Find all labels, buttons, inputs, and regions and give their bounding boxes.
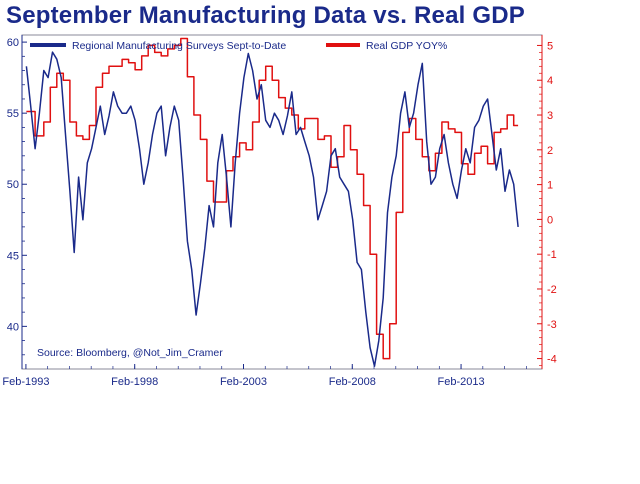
right-tick-label: 5	[547, 40, 553, 52]
gdp-line	[26, 37, 519, 360]
right-tick-label: -1	[547, 249, 557, 261]
source-note: Source: Bloomberg, @Not_Jim_Cramer	[37, 347, 223, 359]
right-tick-label: 0	[547, 214, 553, 226]
x-tick-label: Feb-1998	[111, 376, 158, 388]
x-tick-label: Feb-2003	[220, 376, 267, 388]
right-tick-label: 3	[547, 110, 553, 122]
left-tick-label: 55	[7, 108, 19, 120]
x-tick-label: Feb-2013	[438, 376, 485, 388]
left-tick-label: 40	[7, 321, 19, 333]
x-tick-label: Feb-2008	[329, 376, 376, 388]
legend: Regional Manufacturing Surveys Sept-to-D…	[30, 40, 447, 52]
left-tick-label: 60	[7, 37, 19, 49]
chart-title: September Manufacturing Data vs. Real GD…	[6, 2, 525, 29]
manufacturing-line	[25, 51, 519, 367]
right-axis: -4 -3 -2 -1 0 1 2 3 4 5	[537, 35, 557, 369]
x-tick-label: Feb-1993	[2, 376, 49, 388]
series-layer	[25, 37, 519, 367]
plot-frame	[21, 34, 543, 370]
left-tick-label: 45	[7, 250, 19, 262]
right-tick-label: 1	[547, 180, 553, 192]
legend-label-gdp: Real GDP YOY%	[366, 40, 447, 52]
left-tick-label: 50	[7, 179, 19, 191]
right-tick-label: 2	[547, 145, 553, 157]
x-axis: Feb-1993 Feb-1998 Feb-2003 Feb-2008 Feb-2013	[2, 364, 527, 388]
left-axis: 40 45 50 55 60	[7, 35, 27, 369]
legend-label-manufacturing: Regional Manufacturing Surveys Sept-to-D…	[72, 40, 286, 52]
right-tick-label: -4	[547, 354, 557, 366]
right-tick-label: -3	[547, 319, 557, 331]
right-tick-label: -2	[547, 284, 557, 296]
right-tick-label: 4	[547, 75, 553, 87]
